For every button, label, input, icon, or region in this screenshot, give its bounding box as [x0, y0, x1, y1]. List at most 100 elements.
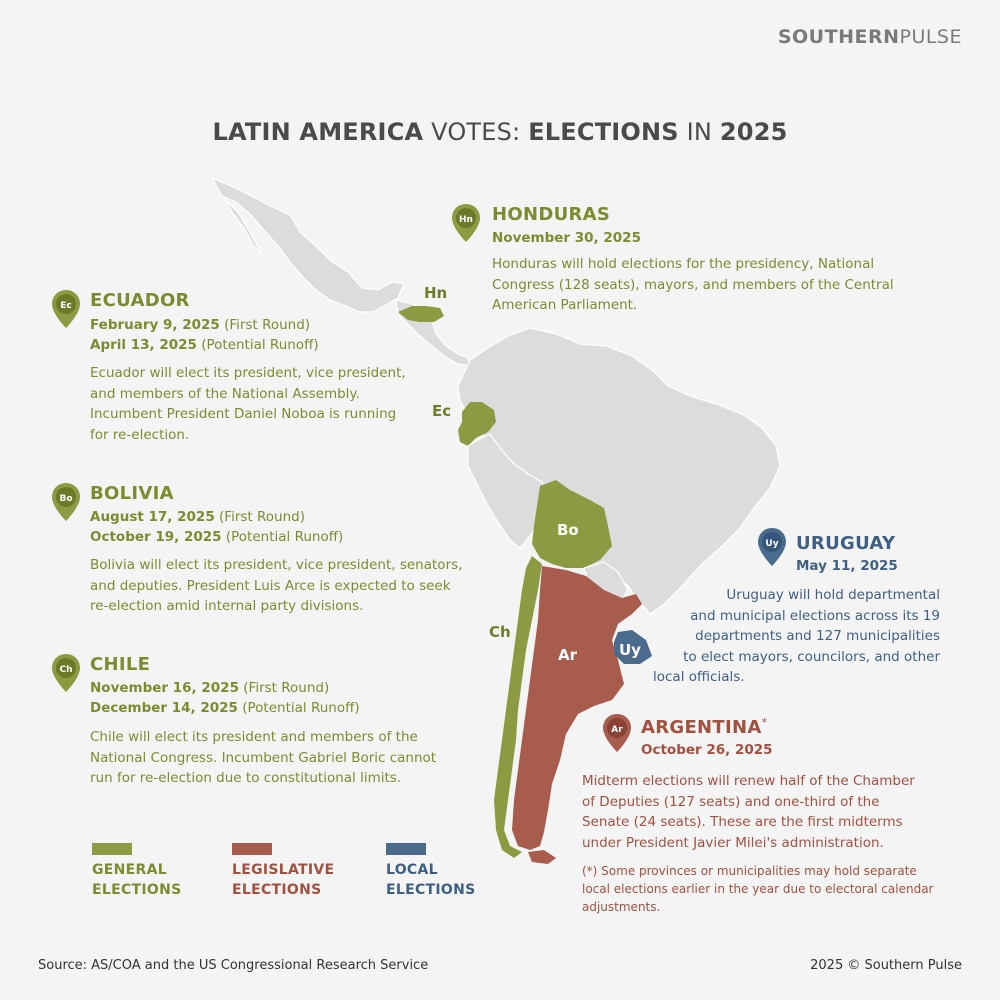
argentina-desc-line: of Deputies (127 seats) and one-third of…: [582, 793, 880, 810]
map-bolivia: [532, 480, 612, 568]
legend-local-swatch: [386, 843, 426, 855]
bolivia-desc-line: Bolivia will elect its president, vice p…: [90, 557, 463, 573]
argentina-pin-icon: Ar: [603, 714, 631, 752]
uruguay-desc-line: and municipal elections across its 19: [690, 607, 940, 624]
chile-date-2: December 14, 2025: [90, 700, 238, 716]
argentina-footnote: (*) Some provinces or municipalities may…: [582, 862, 933, 916]
bolivia-date-1-note: (First Round): [219, 509, 305, 525]
ecuador-desc-line: and members of the National Assembly.: [90, 385, 360, 402]
honduras-date: November 30, 2025: [492, 228, 641, 248]
legend-legislative-line: ELECTIONS: [232, 882, 322, 898]
brand-part-2: PULSE: [899, 26, 962, 48]
legend-legislative-line: LEGISLATIVE: [232, 862, 335, 878]
legend-local-line: ELECTIONS: [386, 882, 476, 898]
bolivia-date-2: October 19, 2025: [90, 529, 222, 545]
bolivia-pin-icon: Bo: [52, 483, 80, 521]
source-note: Source: AS/COA and the US Congressional …: [38, 958, 429, 973]
map-honduras: [398, 306, 444, 322]
honduras-name: HONDURAS: [492, 204, 611, 225]
uruguay-pin-label: Uy: [765, 539, 778, 549]
map-label-ec: Ec: [432, 402, 451, 420]
honduras-description: Honduras will hold elections for the pre…: [492, 254, 894, 316]
title-word-1: LATIN AMERICA: [212, 118, 424, 146]
chile-desc-line: National Congress. Incumbent Gabriel Bor…: [90, 749, 437, 766]
ecuador-desc-line: Ecuador will elect its president, vice p…: [90, 365, 406, 381]
brand-logo: SOUTHERNPULSE: [778, 26, 962, 48]
bolivia-dates: August 17, 2025 (First Round) October 19…: [90, 507, 343, 547]
uruguay-description: Uruguay will hold departmental and munic…: [650, 585, 940, 688]
ecuador-desc-line: Incumbent President Daniel Noboa is runn…: [90, 406, 397, 422]
bolivia-date-2-note: (Potential Runoff): [225, 529, 344, 545]
chile-pin-icon: Ch: [52, 654, 80, 692]
map-ecuador: [458, 402, 496, 446]
ecuador-pin-label: Ec: [60, 301, 71, 311]
map-argentina: [512, 566, 642, 850]
map-chile: [494, 556, 542, 858]
chile-date-1: November 16, 2025: [90, 680, 239, 696]
map-uruguay: [614, 630, 652, 664]
map-mexico: [211, 177, 405, 313]
uruguay-desc-line: local officials.: [653, 669, 745, 685]
uruguay-date: May 11, 2025: [796, 556, 898, 576]
argentina-footnote-line: adjustments.: [582, 900, 661, 914]
honduras-pin-icon: Hn: [452, 204, 480, 242]
brand-part-1: SOUTHERN: [777, 26, 900, 48]
bolivia-desc-line: re-election amid internal party division…: [90, 598, 364, 614]
ecuador-desc-line: for re-election.: [90, 426, 190, 443]
ecuador-date-1-note: (First Round): [224, 317, 311, 333]
ecuador-dates: February 9, 2025 (First Round) April 13,…: [90, 315, 319, 355]
ecuador-date-2-note: (Potential Runoff): [201, 337, 319, 353]
uruguay-date-1: May 11, 2025: [796, 558, 898, 574]
bolivia-date-1: August 17, 2025: [90, 509, 215, 525]
title-word-5: 2025: [719, 118, 788, 146]
copyright-note: 2025 © Southern Pulse: [810, 958, 962, 973]
honduras-desc-line: American Parliament.: [492, 297, 638, 313]
argentina-asterisk: *: [761, 716, 768, 729]
ecuador-description: Ecuador will elect its president, vice p…: [90, 363, 406, 445]
uruguay-desc-line: Uruguay will hold departmental: [726, 587, 940, 603]
legend-general-swatch: [92, 843, 132, 855]
honduras-desc-line: Honduras will hold elections for the pre…: [492, 256, 875, 272]
chile-dates: November 16, 2025 (First Round) December…: [90, 678, 360, 718]
ecuador-pin-icon: Ec: [52, 290, 80, 328]
chile-pin-label: Ch: [59, 665, 72, 675]
argentina-name: ARGENTINA*: [641, 716, 767, 738]
title-word-4: IN: [686, 118, 713, 146]
map-label-bo: Bo: [557, 521, 579, 539]
argentina-pin-label: Ar: [611, 725, 623, 735]
legend-legislative-label: LEGISLATIVE ELECTIONS: [232, 860, 334, 900]
uruguay-pin-icon: Uy: [758, 528, 786, 566]
uruguay-desc-line: departments and 127 municipalities: [695, 628, 940, 644]
uruguay-desc-line: to elect mayors, councilors, and other: [683, 648, 940, 665]
legend-local-label: LOCAL ELECTIONS: [386, 860, 475, 900]
argentina-date: October 26, 2025: [641, 740, 773, 760]
bolivia-description: Bolivia will elect its president, vice p…: [90, 555, 462, 617]
bolivia-name: BOLIVIA: [90, 483, 174, 504]
title-word-2: VOTES:: [431, 118, 521, 146]
bolivia-desc-line: and deputies. President Luis Arce is exp…: [90, 577, 451, 594]
page-title: LATIN AMERICA VOTES: ELECTIONS IN 2025: [0, 118, 1000, 146]
honduras-pin-label: Hn: [459, 215, 473, 225]
argentina-desc-line: Senate (24 seats). These are the first m…: [582, 814, 903, 830]
legend-general-line: ELECTIONS: [92, 882, 182, 898]
uruguay-name: URUGUAY: [796, 533, 896, 554]
chile-date-1-note: (First Round): [243, 680, 330, 696]
argentina-date-1: October 26, 2025: [641, 742, 773, 758]
title-word-3: ELECTIONS: [528, 118, 679, 146]
map-label-ar: Ar: [558, 646, 578, 664]
chile-date-2-note: (Potential Runoff): [242, 700, 360, 716]
chile-desc-line: Chile will elect its president and membe…: [90, 729, 418, 745]
legend-general-label: GENERAL ELECTIONS: [92, 860, 181, 900]
legend-local-line: LOCAL: [386, 862, 438, 878]
ecuador-date-2: April 13, 2025: [90, 337, 197, 353]
argentina-footnote-line: (*) Some provinces or municipalities may…: [582, 864, 917, 878]
argentina-desc-line: under President Javier Milei's administr…: [582, 834, 884, 851]
argentina-desc-line: Midterm elections will renew half of the…: [582, 773, 915, 789]
map-label-uy: Uy: [619, 641, 641, 659]
chile-name: CHILE: [90, 654, 151, 675]
chile-description: Chile will elect its president and membe…: [90, 727, 436, 789]
map-label-ch: Ch: [489, 623, 511, 641]
ecuador-date-1: February 9, 2025: [90, 317, 220, 333]
legend-legislative-swatch: [232, 843, 272, 855]
